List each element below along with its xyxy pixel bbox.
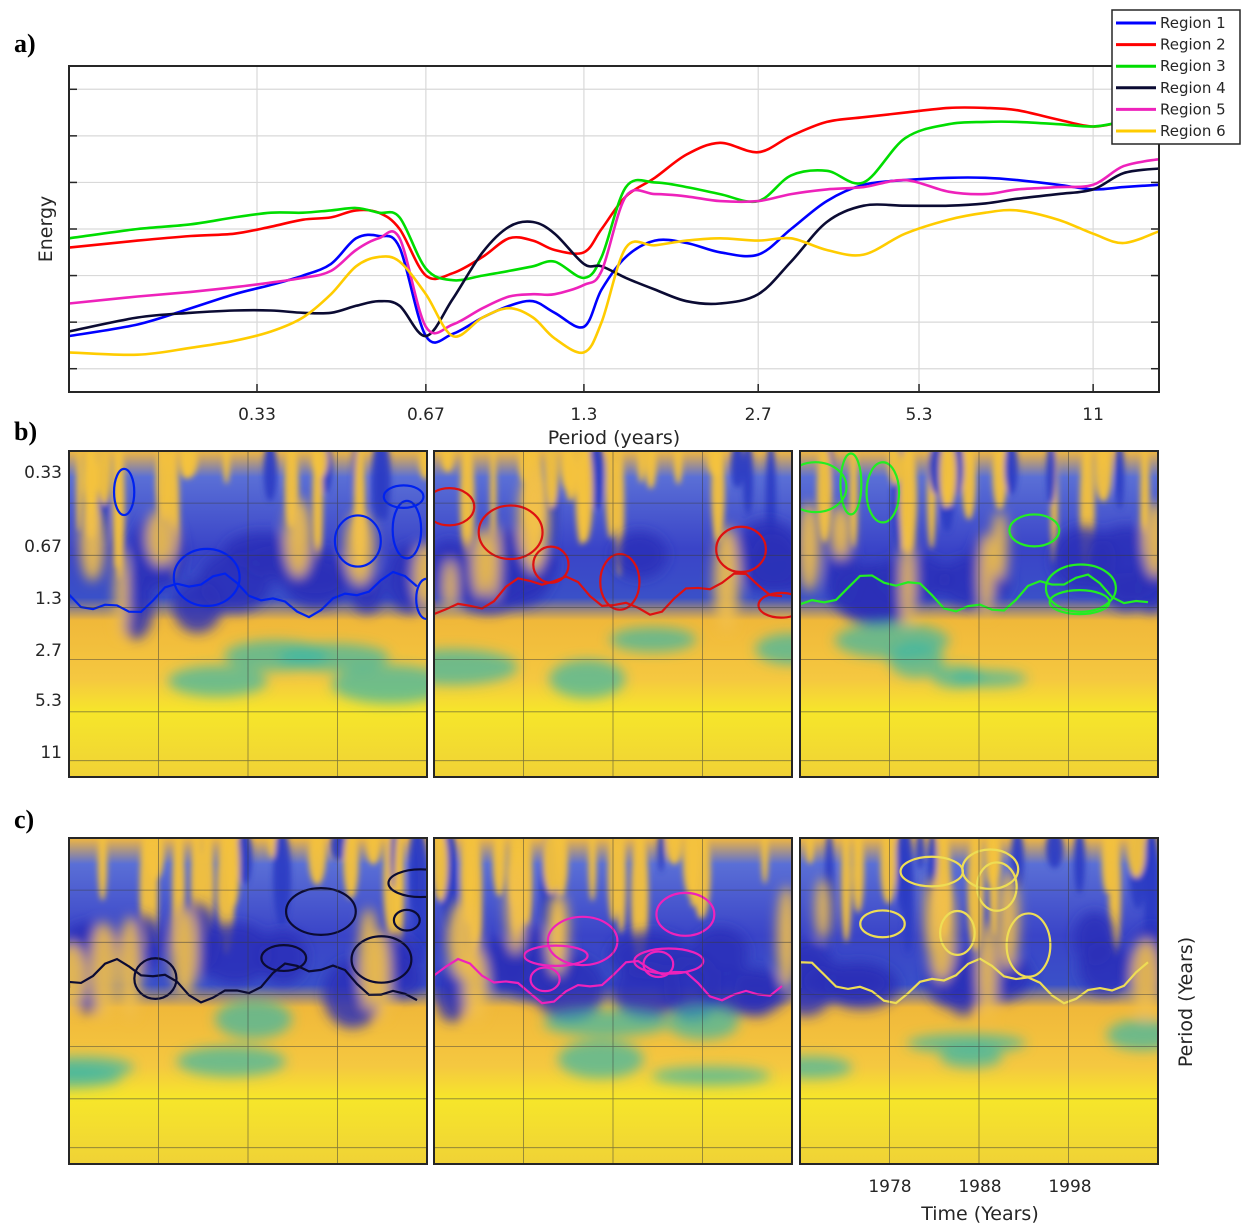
significance-contour — [800, 452, 1149, 616]
legend-label-region-5: Region 5 — [1160, 100, 1226, 118]
significance-contour — [434, 487, 792, 619]
heatmap-c-x-axis-label: Time (Years) — [920, 1203, 1039, 1225]
wavelet-heatmap-panel — [800, 838, 1158, 1164]
legend-box — [1111, 9, 1241, 145]
heatmap-c-x-ticks: 1978 1988 1998 — [868, 1177, 1091, 1197]
line-chart-x-tick-label: 5.3 — [905, 405, 932, 425]
panel-label-a: a) — [14, 29, 36, 58]
heatmap-c-x-tick-label: 1978 — [868, 1177, 911, 1197]
heatmap-grid — [69, 451, 427, 777]
heatmap-frame — [799, 450, 1159, 778]
series-line-region-1 — [68, 176, 1160, 344]
heatmap-b-y-tick-label: 11 — [40, 743, 62, 763]
line-chart-x-tick-label: 1.3 — [570, 405, 597, 425]
line-chart-x-tick-label: 11 — [1082, 405, 1104, 425]
heatmap-b-y-tick-label: 2.7 — [35, 641, 62, 661]
heatmap-c-x-tick-label: 1988 — [958, 1177, 1001, 1197]
heatmap-b-y-tick-label: 0.67 — [24, 537, 62, 557]
line-chart-x-tick-label: 0.67 — [407, 405, 445, 425]
line-chart-frame — [68, 65, 1160, 393]
heatmap-frame — [68, 837, 428, 1165]
heatmap-frame — [799, 837, 1159, 1165]
wavelet-heatmaps — [68, 450, 1159, 1165]
panel-label-c: c) — [14, 805, 34, 834]
legend-label-region-2: Region 2 — [1160, 36, 1226, 54]
line-chart-panel: 0.33 0.67 1.3 2.7 5.3 11 Period (years) Energ… — [35, 9, 1241, 449]
heatmap-grid — [800, 838, 1158, 1164]
legend-label-region-4: Region 4 — [1160, 79, 1226, 97]
panel-label-b: b) — [14, 417, 37, 446]
legend-label-region-1: Region 1 — [1160, 14, 1226, 32]
heatmap-c-y-axis-label: Period (Years) — [1175, 937, 1197, 1067]
heatmap-frame — [68, 450, 428, 778]
heatmap-blobs — [79, 497, 427, 704]
wavelet-heatmap-panel — [434, 838, 792, 1164]
significance-contour — [69, 467, 427, 621]
heatmap-frame — [433, 450, 793, 778]
significance-contour — [69, 868, 427, 1004]
series-line-region-5 — [68, 157, 1160, 335]
heatmap-grid — [69, 838, 427, 1164]
series-line-region-6 — [68, 208, 1160, 357]
heatmap-blobs — [434, 464, 792, 699]
legend-label-region-6: Region 6 — [1160, 122, 1226, 140]
line-chart-x-tick-label: 2.7 — [745, 405, 772, 425]
series-line-region-3 — [68, 118, 1160, 282]
heatmap-b-y-tick-label: 5.3 — [35, 691, 62, 711]
legend-label-region-3: Region 3 — [1160, 57, 1226, 75]
heatmap-blobs — [69, 902, 425, 1088]
heatmap-grid — [434, 451, 792, 777]
wavelet-heatmap-panel — [69, 838, 427, 1164]
heatmap-blobs — [800, 870, 1158, 1079]
line-chart-x-ticks: 0.33 0.67 1.3 2.7 5.3 11 — [238, 405, 1104, 425]
wavelet-heatmap-panel — [69, 451, 427, 777]
wavelet-heatmap-panel — [800, 451, 1158, 777]
heatmap-b-y-tick-label: 1.3 — [35, 589, 62, 609]
heatmap-grid — [800, 451, 1158, 777]
heatmap-b-y-ticks: 0.33 0.67 1.3 2.7 5.3 11 — [24, 463, 62, 763]
line-chart-series — [68, 106, 1160, 357]
legend: Region 1 Region 2 Region 3 Region 4 Region 5… — [1111, 9, 1241, 145]
heatmap-b-y-tick-label: 0.33 — [24, 463, 62, 483]
series-line-region-4 — [68, 167, 1160, 338]
line-chart-x-axis-label: Period (years) — [548, 427, 680, 449]
significance-contour — [434, 891, 783, 1005]
heatmap-c-x-tick-label: 1998 — [1048, 1177, 1091, 1197]
significance-contour — [800, 848, 1149, 1005]
series-line-region-2 — [68, 106, 1160, 281]
line-chart-x-tick-label: 0.33 — [238, 405, 276, 425]
line-chart-y-axis-label: Energy — [35, 196, 57, 263]
wavelet-heatmap-panel — [434, 451, 792, 777]
heatmap-grid — [434, 838, 792, 1164]
heatmap-frame — [433, 837, 793, 1165]
